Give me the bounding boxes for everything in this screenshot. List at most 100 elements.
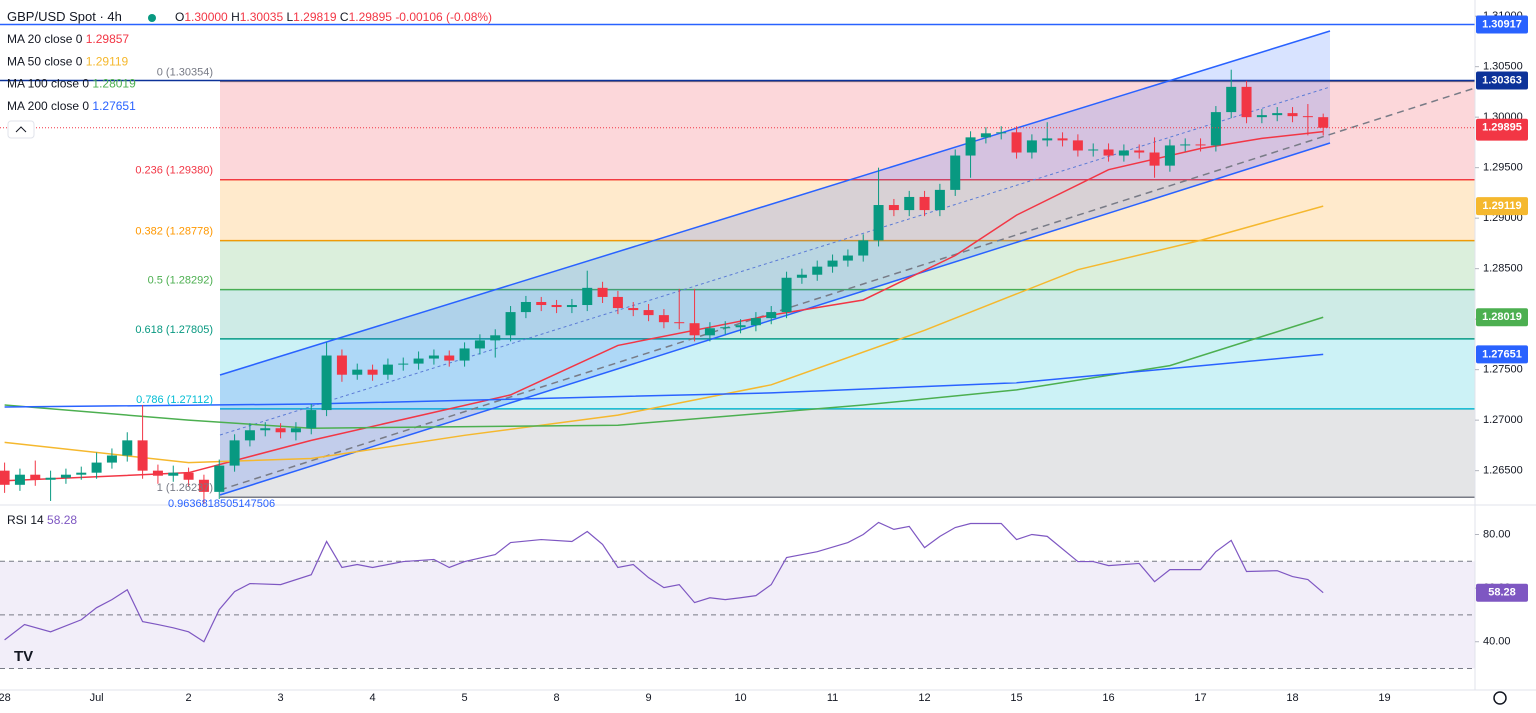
candle-body — [766, 312, 777, 319]
rsi-pane — [0, 521, 1475, 670]
rsi-value: 58.28 — [47, 513, 77, 527]
candle-body — [1088, 149, 1099, 151]
open: 1.30000 — [184, 10, 228, 24]
candle-body — [1287, 113, 1298, 117]
candle-body — [137, 440, 148, 471]
fib-band — [220, 179, 1475, 241]
candle-body — [1057, 138, 1068, 141]
candle-body — [152, 470, 163, 476]
x-tick-label: 4 — [370, 692, 376, 704]
legend-value: 1.29119 — [86, 54, 129, 68]
candle-body — [597, 287, 608, 297]
fib-label: 0.236 (1.29380) — [135, 165, 213, 177]
candle-body — [858, 240, 869, 256]
candle-body — [1164, 145, 1175, 166]
candles — [0, 69, 1475, 504]
candle-body — [1241, 86, 1252, 118]
price-badge-label: 1.30917 — [1482, 18, 1522, 30]
candle-body — [168, 472, 179, 476]
candle-body — [1103, 149, 1114, 156]
candle-body — [459, 348, 470, 361]
candle-body — [551, 305, 562, 308]
fib-label: 0.5 (1.28292) — [148, 275, 213, 287]
legend-entry: MA 20 close 0 1.29857 — [7, 32, 129, 46]
candle-body — [229, 440, 240, 466]
candle-body — [1149, 152, 1160, 166]
candle-body — [904, 196, 915, 211]
channel-mid — [219, 86, 1331, 436]
c-key: C — [340, 10, 349, 24]
rsi-legend: RSI 14 58.28 — [7, 513, 77, 527]
settings-icon[interactable] — [1493, 691, 1507, 705]
y-tick-label: 1.30500 — [1483, 61, 1523, 73]
candle-body — [1118, 150, 1129, 156]
x-tick-label: 3 — [278, 692, 284, 704]
candle-body — [1042, 138, 1053, 141]
ma-line — [4, 316, 1324, 429]
y-tick-label: 1.29500 — [1483, 162, 1523, 174]
legend-entry: MA 200 close 0 1.27651 — [7, 99, 136, 113]
y-tick-label: 80.00 — [1483, 528, 1511, 540]
x-tick-label: 11 — [827, 692, 838, 704]
collapse-button[interactable] — [7, 120, 35, 139]
collapse-icon — [15, 126, 27, 133]
price-badge — [1476, 583, 1528, 602]
x-tick-label: 8 — [554, 692, 560, 704]
price-badge — [1476, 71, 1528, 90]
h-key: H — [231, 10, 240, 24]
candle-body — [122, 440, 133, 456]
candle-body — [873, 205, 884, 241]
candle-body — [827, 260, 838, 267]
fib-label: 0 (1.30354) — [157, 66, 213, 78]
price-badge — [1476, 345, 1528, 364]
drawings — [219, 30, 1475, 496]
price-badge-label: 1.29895 — [1482, 122, 1522, 134]
candle-body — [674, 322, 685, 324]
candle-body — [658, 315, 669, 323]
candle-body — [536, 301, 547, 306]
price-badge-label: 1.27651 — [1482, 348, 1522, 360]
fib-band — [220, 289, 1475, 339]
x-tick-label: 2 — [186, 692, 192, 704]
legend-entry: MA 100 close 0 1.28019 — [7, 77, 136, 91]
fib-note: 0.9636818505147506 — [168, 498, 275, 510]
price-badge — [1476, 15, 1528, 34]
candle-body — [14, 474, 25, 485]
candle-body — [1318, 117, 1329, 128]
candle-body — [1256, 115, 1267, 118]
rsi-line — [4, 521, 1324, 643]
candle-body — [781, 277, 792, 313]
candle-body — [398, 363, 409, 365]
labels: 1.310001.305001.300001.295001.290001.285… — [0, 10, 1528, 704]
candle-body — [1302, 116, 1313, 118]
candle-body — [735, 325, 746, 328]
legend-value: 1.27651 — [92, 99, 136, 113]
price-badge-label: 58.28 — [1488, 587, 1516, 599]
candle-body — [244, 430, 255, 441]
candle-body — [1195, 144, 1206, 146]
fib-label: 0.382 (1.28778) — [135, 225, 213, 237]
candle-body — [996, 132, 1007, 134]
candle-body — [934, 189, 945, 211]
rsi-title: RSI 14 — [7, 513, 44, 527]
legend-name: MA 200 close 0 — [7, 99, 89, 113]
low: 1.29819 — [293, 10, 337, 24]
channel-upper — [219, 30, 1331, 376]
logo: TV — [14, 648, 33, 665]
candle-body — [919, 196, 930, 211]
candle-body — [321, 355, 332, 411]
candle-body — [1134, 150, 1145, 153]
candle-body — [260, 428, 271, 431]
candle-body — [352, 369, 363, 375]
candle-body — [888, 205, 899, 211]
price-badge — [1476, 308, 1528, 327]
x-tick-label: 17 — [1194, 692, 1206, 704]
candle-body — [796, 274, 807, 278]
x-tick-label: 15 — [1010, 692, 1022, 704]
candle-body — [980, 133, 991, 138]
price-badge-label: 1.28019 — [1482, 311, 1522, 323]
candle-body — [214, 465, 225, 492]
symbol: GBP/USD Spot · 4h — [7, 9, 122, 24]
candle-body — [198, 479, 209, 492]
